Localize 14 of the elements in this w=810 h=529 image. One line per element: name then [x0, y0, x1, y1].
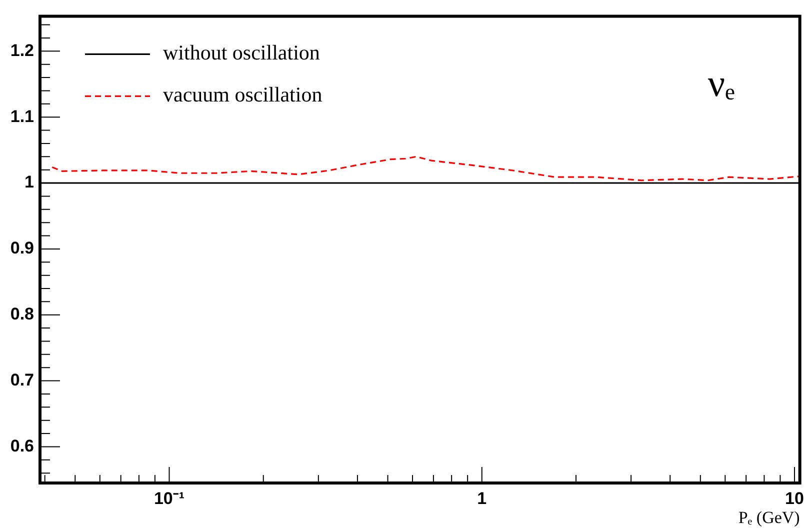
annotation: νₑ	[708, 63, 736, 106]
y-tick-label: 1.2	[10, 40, 34, 60]
x-tick-label: 1	[477, 488, 487, 508]
x-tick-label: 10	[785, 488, 804, 508]
y-tick-label: 0.8	[10, 304, 34, 324]
legend-label: without oscillation	[163, 40, 320, 65]
y-tick-label: 0.9	[10, 238, 34, 258]
legend-label: vacuum oscillation	[163, 82, 323, 107]
y-tick-label: 1.1	[10, 106, 34, 126]
x-axis-title: Pₑ (GeV)	[738, 508, 800, 527]
y-tick-label: 0.7	[10, 370, 34, 390]
y-tick-label: 1	[24, 172, 34, 192]
x-tick-label: 10⁻¹	[154, 488, 185, 508]
y-tick-label: 0.6	[10, 436, 34, 456]
